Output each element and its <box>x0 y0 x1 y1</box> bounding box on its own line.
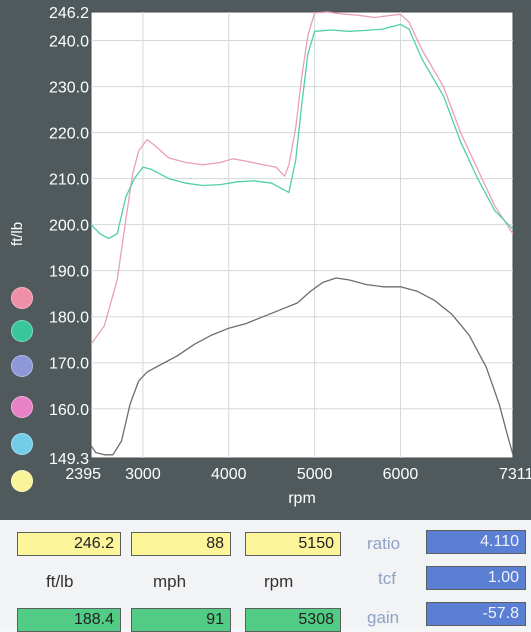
ratio-value: 4.110 <box>426 530 526 554</box>
dot-4[interactable] <box>11 396 33 418</box>
y-tick-label-1: 240.0 <box>49 34 89 51</box>
dot-1[interactable] <box>11 287 33 309</box>
tcf-label: tcf <box>378 569 396 588</box>
y-tick-label-7: 180.0 <box>49 310 89 327</box>
y-tick-label-2: 230.0 <box>49 80 89 97</box>
y-tick-label-10: 149.3 <box>49 451 89 468</box>
y-tick-label-6: 190.0 <box>49 264 89 281</box>
torque-label: ft/lb <box>46 572 74 591</box>
dot-6[interactable] <box>11 470 33 492</box>
dyno-chart: 246.2 240.0 230.0 220.0 210.0 200.0 190.0 180.0… <box>9 5 531 507</box>
readout-panel: 246.2 88 5150 ft/lb mph rpm 188.4 91 530… <box>0 520 531 632</box>
x-tick-label-1: 3000 <box>125 466 161 483</box>
mph-label: mph <box>153 572 187 591</box>
series-line-3 <box>90 277 514 456</box>
dot-2[interactable] <box>11 320 33 342</box>
torque-readout-bottom: 188.4 <box>17 608 121 632</box>
series-line-2 <box>90 23 514 240</box>
mph-readout-bottom: 91 <box>131 608 231 632</box>
gain-label: gain <box>367 608 400 627</box>
x-tick-label-3: 5000 <box>297 466 333 483</box>
series-line-1 <box>90 11 514 345</box>
y-tick-label-3: 220.0 <box>49 126 89 143</box>
x-tick-label-0: 2395 <box>65 466 101 483</box>
x-tick-label-2: 4000 <box>211 466 247 483</box>
dot-5[interactable] <box>11 433 33 455</box>
y-tick-label-8: 170.0 <box>49 356 89 373</box>
y-tick-label-5: 200.0 <box>49 218 89 235</box>
x-tick-label-4: 6000 <box>383 466 419 483</box>
y-tick-label-4: 210.0 <box>49 172 89 189</box>
rpm-readout-bottom: 5308 <box>245 608 341 632</box>
tcf-value: 1.00 <box>426 566 526 590</box>
gain-value: -57.8 <box>426 602 526 626</box>
y-axis-label: ft/lb <box>9 222 26 246</box>
y-tick-label-9: 160.0 <box>49 402 89 419</box>
dot-3[interactable] <box>11 355 33 377</box>
x-axis-label: rpm <box>288 490 316 507</box>
y-tick-label-0: 246.2 <box>49 5 89 22</box>
x-tick-label-5: 7311 <box>499 466 531 483</box>
torque-readout-top: 246.2 <box>17 532 121 556</box>
rpm-readout-top: 5150 <box>245 532 341 556</box>
mph-readout-top: 88 <box>131 532 231 556</box>
rpm-label: rpm <box>264 572 294 591</box>
ratio-label: ratio <box>367 534 401 553</box>
